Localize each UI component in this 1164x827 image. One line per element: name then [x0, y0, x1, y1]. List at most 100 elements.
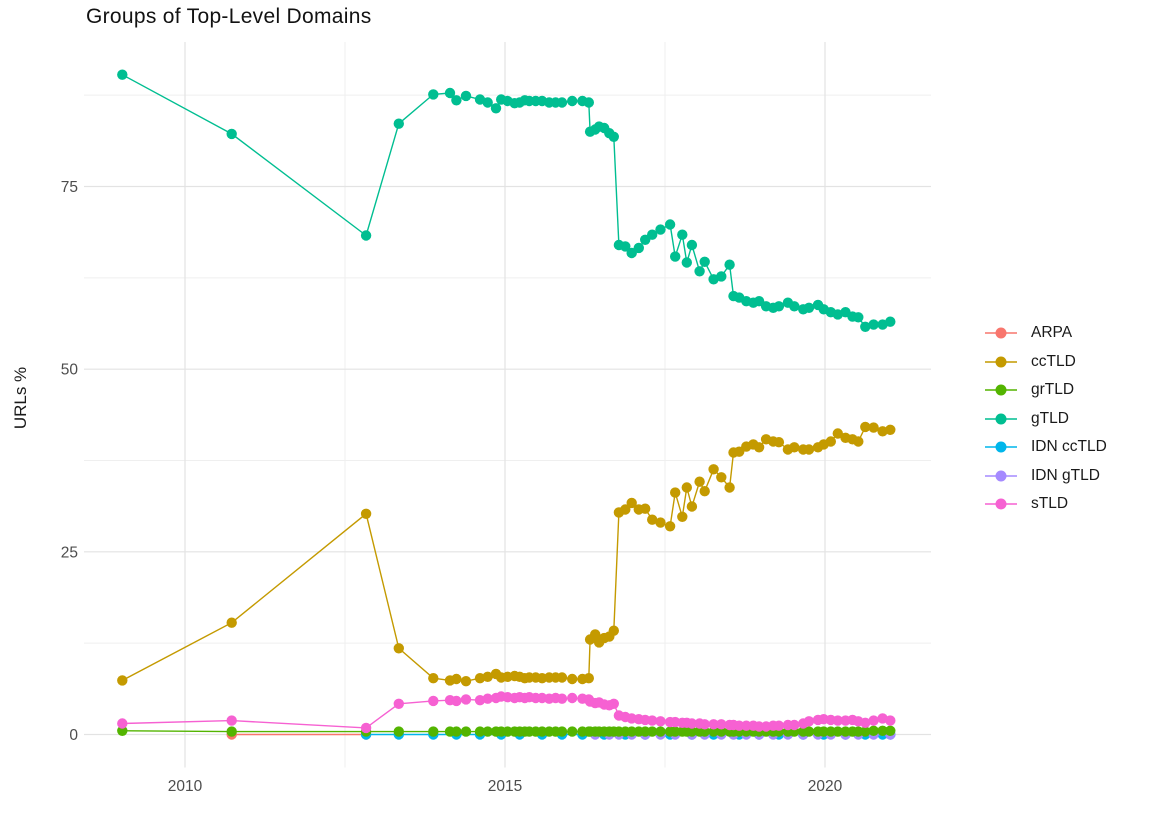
data-point	[686, 718, 698, 729]
data-point	[640, 503, 651, 514]
legend-label: ARPA	[1031, 324, 1073, 342]
data-point	[832, 726, 843, 737]
data-point	[226, 617, 237, 628]
data-point	[360, 230, 372, 241]
data-point	[482, 97, 493, 108]
data-point	[226, 128, 237, 140]
data-point	[647, 514, 658, 525]
data-point	[773, 437, 785, 448]
data-point	[885, 725, 896, 736]
data-point	[567, 673, 578, 685]
data-point	[708, 464, 719, 475]
data-point	[885, 715, 896, 726]
data-point	[474, 695, 486, 706]
data-point	[832, 428, 843, 439]
data-point	[583, 673, 594, 684]
data-point	[670, 487, 681, 498]
y-tick-label: 0	[69, 727, 78, 744]
data-point	[451, 95, 462, 106]
data-point	[860, 726, 871, 737]
data-point	[655, 224, 666, 235]
data-point	[451, 695, 462, 707]
major-gridlines	[84, 42, 931, 768]
legend-item: IDN gTLD	[984, 462, 1107, 491]
data-point	[556, 672, 568, 683]
legend-key-icon	[984, 355, 1018, 369]
data-point	[655, 517, 666, 528]
data-point	[226, 715, 237, 726]
data-point	[686, 726, 698, 737]
data-point	[490, 103, 502, 114]
data-point	[677, 229, 688, 240]
data-point	[716, 472, 727, 483]
data-point	[803, 726, 815, 737]
data-point	[451, 673, 462, 685]
data-point	[716, 719, 727, 730]
data-point	[860, 321, 871, 332]
chart-title: Groups of Top-Level Domains	[86, 5, 372, 28]
data-point	[608, 625, 619, 636]
series-gtld	[117, 69, 896, 332]
data-point	[773, 301, 785, 312]
data-point	[699, 726, 710, 737]
legend-item: ccTLD	[984, 348, 1107, 377]
legend-key-icon	[984, 469, 1018, 483]
data-point	[117, 718, 128, 729]
data-point	[117, 725, 128, 736]
data-point	[583, 97, 594, 108]
data-point	[444, 87, 456, 99]
data-point	[393, 698, 404, 709]
data-point	[567, 692, 578, 704]
data-point	[482, 726, 493, 737]
data-point	[885, 424, 896, 435]
legend-label: IDN ccTLD	[1031, 438, 1107, 456]
data-point	[633, 242, 644, 254]
data-point	[428, 695, 439, 707]
data-point	[753, 442, 765, 453]
data-point	[868, 319, 879, 330]
legend-item: sTLD	[984, 490, 1107, 519]
data-point	[655, 716, 666, 727]
data-point	[825, 436, 836, 447]
data-point	[474, 673, 486, 684]
data-point	[708, 719, 719, 730]
data-point	[620, 504, 631, 515]
data-point	[655, 726, 666, 737]
data-point	[590, 629, 601, 640]
x-tick-label: 2020	[808, 778, 843, 795]
data-point	[860, 717, 871, 728]
data-point	[117, 675, 128, 686]
data-point	[724, 482, 735, 493]
data-point	[482, 693, 493, 704]
y-tick-label: 25	[61, 544, 78, 561]
data-point	[716, 271, 727, 282]
data-point	[608, 698, 619, 709]
data-point	[803, 444, 815, 455]
data-point	[670, 251, 681, 262]
data-point	[789, 719, 800, 731]
data-point	[877, 725, 888, 736]
legend-item: gTLD	[984, 405, 1107, 434]
data-point	[460, 726, 472, 737]
data-point	[789, 442, 800, 453]
data-point	[647, 229, 658, 240]
y-tick-label: 50	[61, 362, 79, 379]
data-point	[868, 715, 879, 726]
data-point	[226, 726, 237, 737]
data-point	[885, 316, 896, 327]
data-point	[460, 676, 472, 687]
legend-item: grTLD	[984, 376, 1107, 405]
data-point	[699, 486, 710, 497]
data-point	[482, 671, 493, 682]
legend-label: IDN gTLD	[1031, 466, 1100, 484]
data-point	[773, 720, 785, 731]
data-point	[724, 259, 735, 270]
data-point	[832, 715, 843, 726]
x-tick-label: 2010	[168, 778, 203, 795]
axis-tick-labels: 0 25 50 75 2010 2015 2020	[61, 179, 843, 795]
data-point	[360, 722, 372, 734]
legend-key-icon	[984, 383, 1018, 397]
data-point	[556, 726, 568, 737]
data-point	[428, 89, 439, 100]
